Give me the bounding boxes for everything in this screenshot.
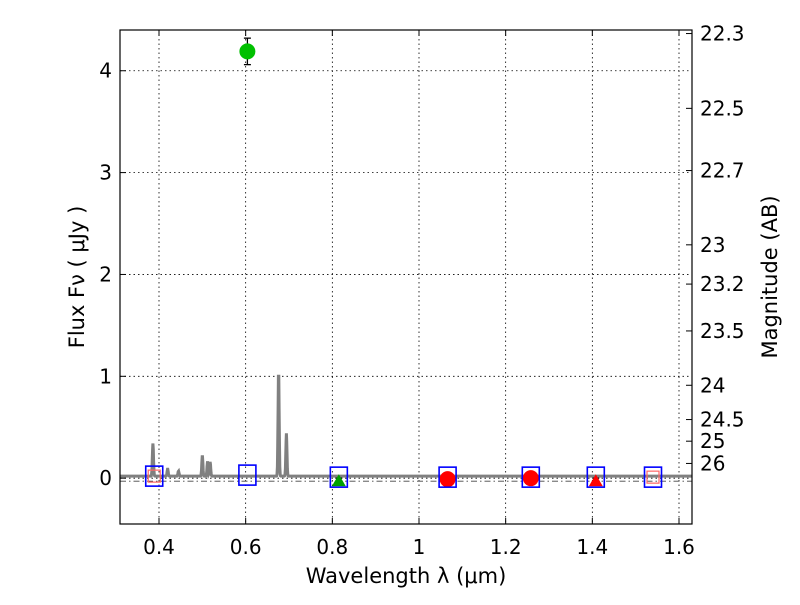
observed-point xyxy=(439,471,456,488)
y-tick-label: 4 xyxy=(99,59,112,83)
y-tick-label: 2 xyxy=(99,262,112,286)
y-tick-label: 1 xyxy=(99,364,112,388)
y-axis-label-left: Flux Fν ( μJy ) xyxy=(65,206,89,349)
x-tick-label: 1.4 xyxy=(576,535,608,559)
model-photometry-square xyxy=(144,465,164,487)
mag-tick-label: 25 xyxy=(700,429,725,453)
model-photometry-square xyxy=(438,466,457,488)
extra-square-marker xyxy=(147,469,161,483)
mag-tick-label: 23.2 xyxy=(700,272,745,296)
mag-tick-label: 24 xyxy=(700,373,725,397)
y-tick-label: 0 xyxy=(99,466,112,490)
model-photometry-square xyxy=(521,466,541,488)
x-tick-label: 0.6 xyxy=(230,535,262,559)
observed-point xyxy=(331,474,346,487)
y-tick-label: 3 xyxy=(99,161,112,185)
observed-point xyxy=(239,37,256,66)
mag-tick-label: 23.5 xyxy=(700,319,745,343)
observed-circle-marker xyxy=(522,470,539,487)
mag-tick-label: 24.5 xyxy=(700,408,745,432)
x-tick-label: 0.4 xyxy=(143,535,175,559)
mag-tick-label: 22.3 xyxy=(700,22,745,46)
observed-circle-marker xyxy=(239,43,256,60)
observed-point xyxy=(588,474,603,487)
mag-tick-label: 22.5 xyxy=(700,96,745,120)
axis-ticks: 0.4 0.6 0.8 1 1.2 1.4 1.60123422.322.522.72323… xyxy=(99,22,744,559)
extra-square-marker xyxy=(646,470,660,484)
x-tick-label: 1 xyxy=(413,535,426,559)
model-photometry-square xyxy=(238,464,257,486)
observed-circle-marker xyxy=(439,471,456,488)
photometry-markers xyxy=(144,37,663,488)
observed-triangle-marker xyxy=(331,474,346,487)
observed-point xyxy=(522,470,539,487)
x-tick-label: 1.6 xyxy=(663,535,695,559)
x-tick-label: 1.2 xyxy=(490,535,522,559)
grid xyxy=(120,30,692,524)
mag-tick-label: 26 xyxy=(700,451,725,475)
model-photometry-square xyxy=(329,466,349,488)
y-axis-label-right: Magnitude (AB) xyxy=(758,195,782,358)
x-axis-label: Wavelength λ (μm) xyxy=(306,564,507,588)
observed-triangle-marker xyxy=(588,474,603,487)
plot-frame xyxy=(119,29,693,525)
x-tick-label: 0.8 xyxy=(316,535,348,559)
model-photometry-square xyxy=(586,466,606,488)
mag-tick-label: 23 xyxy=(700,233,725,257)
model-photometry-square xyxy=(643,466,663,488)
mag-tick-label: 22.7 xyxy=(700,159,745,183)
